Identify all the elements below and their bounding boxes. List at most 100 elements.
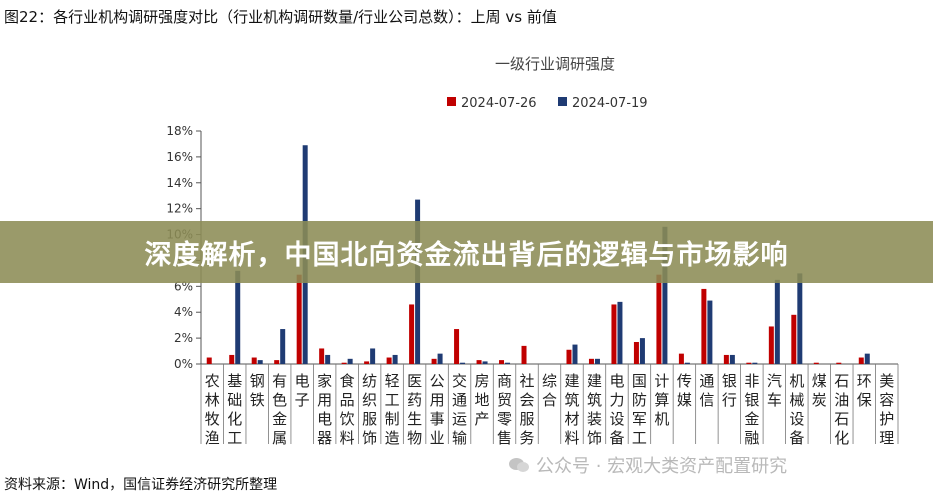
x-category-label: 交通运输	[452, 372, 467, 447]
bar-series-1	[633, 341, 639, 364]
x-category-label: 电子	[295, 372, 310, 409]
bar-series-1	[499, 360, 505, 364]
bar-series-2	[392, 354, 398, 364]
bar-series-1	[701, 288, 707, 364]
bar-series-1	[791, 314, 797, 364]
bar-series-1	[678, 353, 684, 364]
x-category-label: 房地产	[475, 372, 490, 428]
x-category-label: 建筑材料	[564, 372, 579, 447]
chart-title: 一级行业调研强度	[495, 55, 615, 73]
bar-series-1	[746, 362, 752, 364]
chart-legend: 2024-07-26 2024-07-19	[447, 96, 648, 111]
x-category-label: 煤炭	[812, 372, 827, 409]
x-category-labels: 农林牧渔基础化工钢铁有色金属电子家用电器食品饮料纺织服饰轻工制造医药生物公用事业…	[205, 372, 895, 447]
bar-series-2	[594, 358, 600, 364]
x-category-label: 家用电器	[317, 372, 332, 447]
x-category-label: 机械设备	[789, 372, 804, 447]
x-category-label: 综合	[542, 372, 557, 409]
bar-series-1	[409, 304, 415, 364]
x-category-label: 食品饮料	[340, 372, 355, 447]
bar-series-2	[617, 301, 623, 364]
bar-series-1	[206, 357, 212, 364]
bar-series-1	[588, 358, 594, 364]
legend-swatch-series-1	[447, 97, 456, 106]
bar-series-2	[752, 362, 758, 364]
bar-series-2	[437, 353, 443, 364]
bar-series-1	[386, 357, 392, 364]
bar-series-1	[656, 274, 662, 364]
x-category-label: 通信	[699, 372, 714, 409]
x-category-label: 农林牧渔	[205, 372, 220, 447]
source-note: 资料来源：Wind，国信证券经济研究所整理	[4, 477, 278, 493]
bar-series-1	[476, 360, 482, 364]
bar-series-1	[341, 362, 347, 364]
bar-series-2	[684, 362, 690, 364]
bar-series-2	[639, 338, 645, 364]
bar-series-1	[251, 357, 257, 364]
bar-series-2	[572, 344, 578, 364]
bar-series-2	[257, 360, 263, 364]
figure-caption: 图22：各行业机构调研强度对比（行业机构调研数量/行业公司总数）：上周 vs 前…	[4, 8, 557, 26]
x-category-label: 银行	[722, 372, 737, 409]
bar-series-2	[797, 273, 803, 364]
bar-series-2	[864, 353, 870, 364]
wechat-icon	[509, 458, 529, 472]
bar-series-1	[768, 326, 774, 364]
bar-series-2	[347, 358, 353, 364]
bar-series-2	[325, 354, 331, 364]
legend-swatch-series-2	[558, 97, 567, 106]
y-tick-label: 2%	[174, 331, 193, 345]
bar-series-2	[460, 362, 466, 364]
bar-series-2	[774, 279, 780, 364]
bar-series-2	[370, 348, 376, 364]
bar-series-1	[521, 345, 527, 364]
x-category-label: 纺织服饰	[362, 372, 377, 447]
x-category-label: 环保	[857, 372, 872, 409]
x-category-label: 轻工制造	[385, 372, 400, 447]
x-category-label: 非银金融	[744, 372, 759, 447]
x-category-label: 汽车	[767, 372, 782, 409]
bar-series-1	[454, 329, 460, 364]
bar-series-1	[566, 349, 572, 364]
x-category-label: 石油石化	[834, 372, 849, 447]
bar-series-1	[364, 361, 370, 364]
bar-series-2	[482, 361, 488, 364]
x-category-label: 建筑装饰	[587, 372, 602, 447]
bar-series-1	[836, 362, 842, 364]
bar-series-1	[319, 348, 325, 364]
headline-banner: 深度解析，中国北向资金流出背后的逻辑与市场影响	[0, 221, 933, 283]
x-category-label: 电力设备	[609, 372, 624, 447]
x-category-label: 医药生物	[407, 372, 422, 447]
x-category-label: 钢铁	[250, 372, 265, 409]
headline-text: 深度解析，中国北向资金流出背后的逻辑与市场影响	[144, 239, 789, 271]
x-category-label: 公用事业	[430, 372, 445, 447]
legend-label-series-2: 2024-07-19	[572, 96, 648, 111]
bar-series-1	[813, 362, 819, 364]
bar-series-1	[296, 274, 302, 364]
bar-series-1	[274, 360, 280, 364]
y-tick-label: 0%	[174, 357, 193, 371]
bar-series-1	[858, 357, 864, 364]
x-category-label: 基础化工	[227, 372, 242, 447]
x-category-label: 商贸零售	[497, 372, 512, 447]
y-tick-label: 12%	[166, 202, 193, 216]
x-category-label: 美容护理	[879, 372, 894, 447]
y-tick-label: 14%	[166, 176, 193, 190]
bar-series-2	[662, 226, 668, 364]
y-tick-label: 18%	[166, 124, 193, 138]
watermark: 公众号 · 宏观大类资产配置研究	[508, 452, 787, 478]
x-category-label: 社会服务	[520, 372, 535, 447]
x-category-label: 有色金属	[272, 372, 287, 447]
bar-series-2	[280, 329, 286, 364]
x-category-label: 传媒	[677, 372, 692, 409]
bar-series-2	[729, 354, 735, 364]
watermark-text: 公众号 · 宏观大类资产配置研究	[536, 456, 788, 477]
y-tick-label: 16%	[166, 150, 193, 164]
bar-series-1	[229, 354, 235, 364]
y-tick-label: 4%	[174, 305, 193, 319]
x-category-label: 国防军工	[632, 372, 647, 447]
bar-series-2	[235, 270, 241, 364]
x-category-label: 计算机	[654, 372, 669, 428]
bar-series-2	[505, 362, 511, 364]
